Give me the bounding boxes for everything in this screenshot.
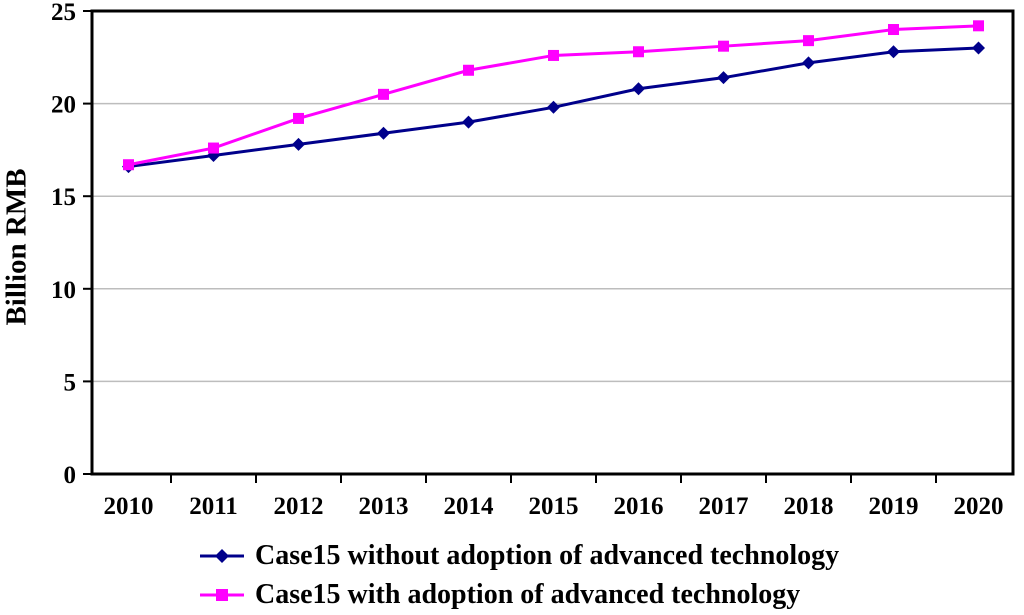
x-tick-label: 2019 [869, 493, 919, 520]
data-point-marker [293, 112, 304, 124]
data-point-marker [718, 40, 729, 52]
data-point-marker [803, 35, 814, 47]
data-point-marker [123, 159, 134, 171]
diamond-marker-icon [200, 548, 244, 563]
data-point-marker [888, 24, 899, 36]
x-tick-label: 2018 [784, 493, 834, 520]
square-marker-icon [200, 588, 244, 601]
data-point-marker [972, 41, 985, 55]
plot-border [90, 9, 1015, 476]
data-point-marker [208, 142, 219, 154]
data-point-marker [633, 46, 644, 58]
data-point-marker [378, 88, 389, 100]
data-point-marker [802, 56, 815, 70]
series-without-technology [122, 41, 985, 174]
x-tick-label: 2013 [359, 493, 409, 520]
y-tick-label: 25 [51, 0, 76, 26]
chart-legend: Case15 without adoption of advanced tech… [199, 536, 839, 614]
data-point-marker [462, 115, 475, 129]
data-point-marker [377, 126, 390, 140]
x-tick-label: 2017 [699, 493, 749, 520]
legend-label-with-technology: Case15 with adoption of advanced technol… [255, 578, 801, 610]
data-point-marker [887, 45, 900, 59]
data-point-marker [547, 100, 560, 114]
x-tick-label: 2015 [529, 493, 579, 520]
x-tick-label: 2010 [104, 493, 154, 520]
data-point-marker [463, 64, 474, 76]
y-tick-label: 5 [64, 369, 77, 396]
data-point-marker [973, 20, 984, 32]
data-point-marker [632, 82, 645, 96]
x-tick-label: 2012 [274, 493, 324, 520]
data-point-marker [292, 137, 305, 151]
legend-item-without-technology: Case15 without adoption of advanced tech… [199, 536, 839, 575]
y-tick-label: 20 [51, 92, 76, 119]
x-tick-label: 2014 [444, 493, 495, 520]
x-tick-label: 2020 [954, 493, 1004, 520]
series-line [128, 24, 979, 167]
data-point-marker [717, 71, 730, 85]
data-point-marker [548, 49, 559, 61]
chart-canvas: 0 5 10 15 20 25 2010 2011 2012 2013 2014 2015 2016 20… [51, 0, 1015, 520]
x-tick-label: 2016 [614, 493, 664, 520]
legend-item-with-technology: Case15 with adoption of advanced technol… [199, 575, 839, 614]
y-tick-label: 15 [51, 184, 76, 211]
y-tick-label: 10 [51, 277, 76, 304]
x-tick-label: 2011 [189, 493, 238, 520]
y-tick-label: 0 [64, 462, 77, 489]
series-with-technology [123, 20, 984, 171]
legend-label-without-technology: Case15 without adoption of advanced tech… [255, 539, 840, 571]
